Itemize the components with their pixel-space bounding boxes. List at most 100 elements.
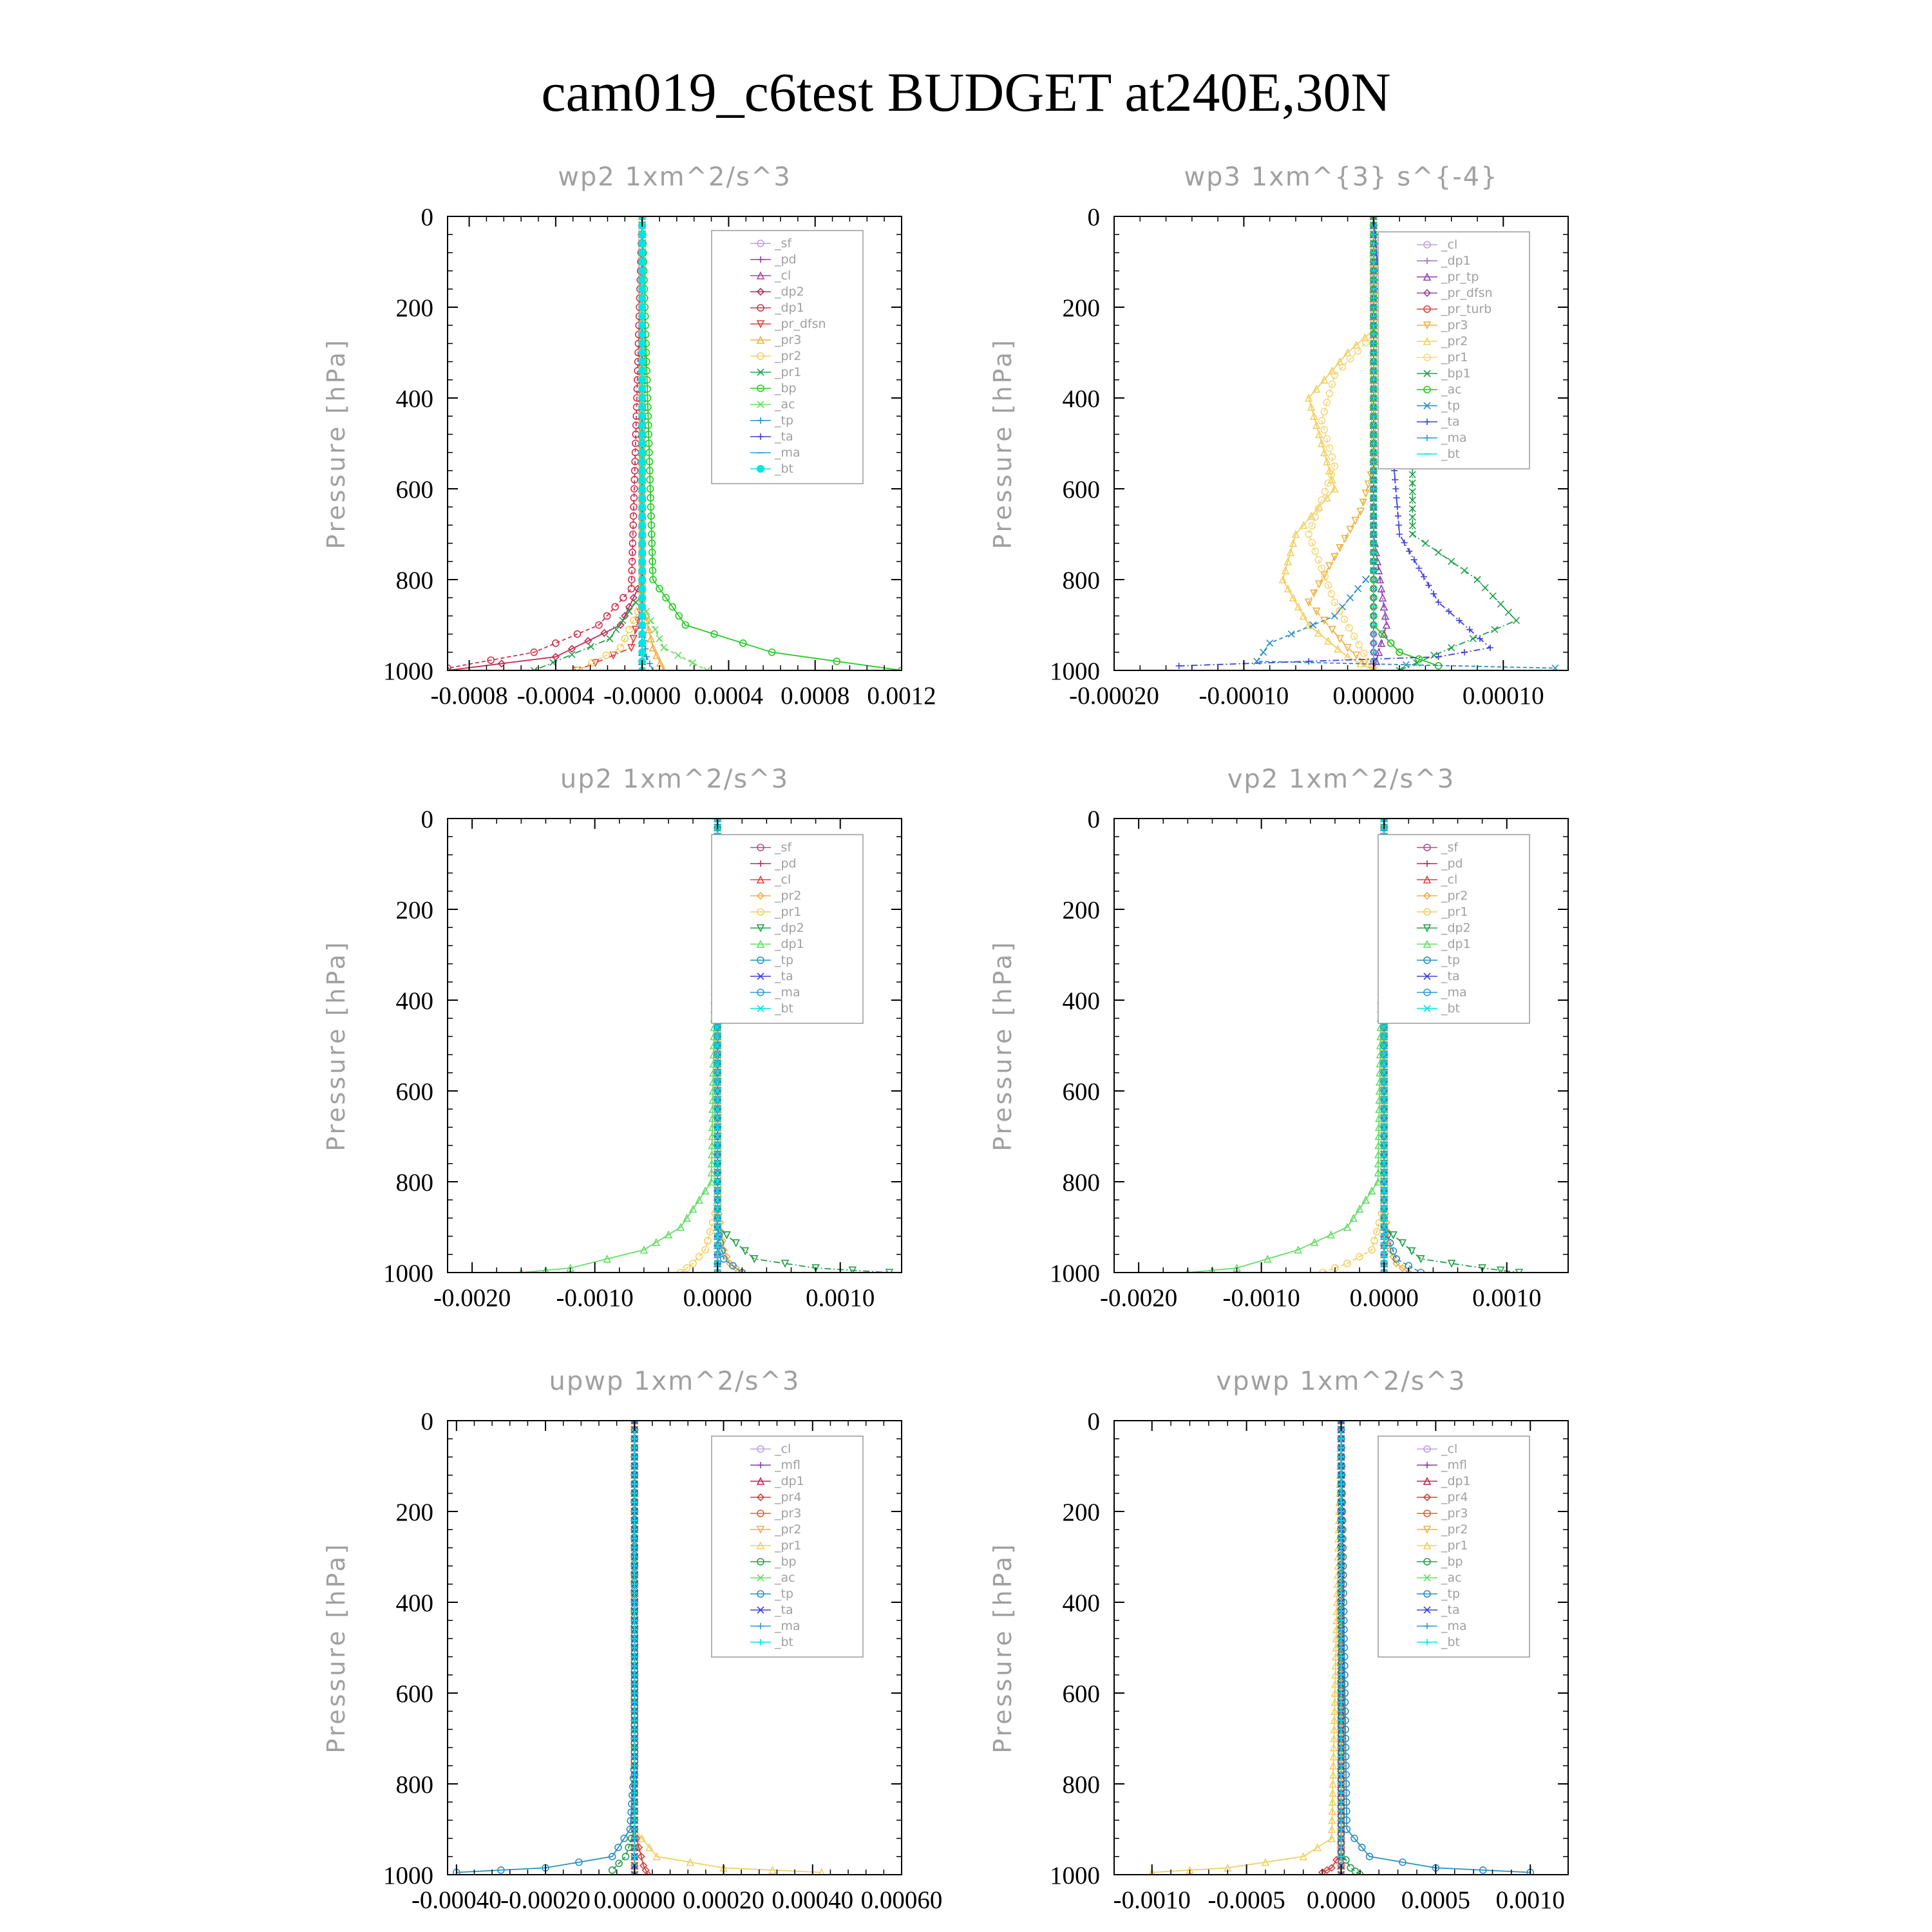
data-point (714, 1132, 721, 1141)
data-point (1374, 1168, 1383, 1177)
legend-entry: _dp1 (1441, 1474, 1471, 1488)
data-point (1345, 624, 1353, 632)
data-point (631, 1535, 638, 1542)
data-point (629, 539, 637, 547)
data-point (638, 512, 647, 520)
data-point (628, 567, 636, 574)
data-point (1408, 522, 1416, 529)
data-point (714, 1105, 721, 1113)
data-point (638, 294, 647, 302)
x-tick-label: -0.0020 (1100, 1284, 1177, 1312)
data-point (708, 1150, 716, 1159)
y-tick-label: 1000 (1050, 1260, 1100, 1287)
legend-entry: _ac (774, 397, 795, 412)
data-point (638, 276, 647, 284)
legend-entry: _pr1 (1441, 905, 1468, 919)
data-point (631, 1499, 638, 1506)
data-point (714, 819, 721, 822)
data-point (1328, 1815, 1336, 1824)
data-point (689, 1260, 697, 1267)
data-point (818, 1868, 825, 1875)
data-point (1338, 603, 1347, 611)
data-point (1305, 658, 1312, 665)
legend-marker (1424, 1639, 1430, 1645)
x-tick-label: 0.0010 (806, 1284, 875, 1312)
data-point (1380, 1041, 1388, 1050)
panel-1: wp2 1xm^2/s^3 Pressure [hPa] -0.0008 -0.000… (322, 162, 936, 710)
y-axis-label: Pressure [hPa] (322, 1542, 350, 1754)
legend-marker (1423, 844, 1431, 851)
data-point (1331, 553, 1339, 562)
legend-entry: _pr_turb (1441, 302, 1492, 316)
data-point (714, 1105, 721, 1113)
data-point (1396, 531, 1403, 538)
data-point (595, 621, 603, 629)
data-point (1321, 573, 1329, 581)
data-point (1329, 1770, 1338, 1779)
legend: _sf _pd _cl _pr2 _pr1 _dp2 _dp1 _tp _ta _ma _bt (711, 834, 864, 1024)
data-point (714, 1041, 721, 1050)
data-point (611, 603, 619, 611)
data-point (1394, 504, 1401, 511)
y-tick-label: 600 (1063, 1680, 1101, 1708)
data-point (1380, 1205, 1388, 1213)
data-point (703, 667, 711, 670)
data-point (631, 1753, 638, 1760)
data-point (638, 457, 647, 466)
data-point (1380, 1223, 1388, 1231)
data-point (1328, 1797, 1337, 1806)
series-line-dp1 (1188, 819, 1385, 1273)
data-point (1330, 1707, 1339, 1715)
data-point (646, 485, 654, 493)
data-point (1380, 1069, 1388, 1077)
legend-marker (1423, 1606, 1431, 1614)
data-point (638, 403, 647, 412)
data-point (714, 1069, 721, 1077)
data-point (1331, 1652, 1340, 1661)
data-point (1396, 648, 1403, 656)
data-point (646, 660, 653, 667)
data-point (1329, 1788, 1337, 1797)
legend-entry: _sf (774, 236, 792, 251)
legend-marker (756, 287, 765, 296)
series-line-pr2 (1282, 329, 1374, 670)
data-point (714, 1041, 721, 1050)
data-point (631, 1735, 638, 1742)
legend-entry: _pr4 (1441, 1490, 1468, 1504)
data-point (1338, 1817, 1345, 1824)
data-point (1320, 408, 1329, 415)
data-point (1421, 540, 1429, 547)
panel-4: vp2 1xm^2/s^3 Pressure [hPa] -0.0020 -0.001… (989, 764, 1569, 1312)
data-point (638, 258, 647, 266)
data-point (638, 394, 647, 402)
data-point (631, 1708, 638, 1715)
data-point (1435, 653, 1442, 660)
data-point (1328, 381, 1336, 388)
data-point (1318, 496, 1326, 504)
data-point (631, 1799, 638, 1806)
data-point (619, 616, 627, 625)
data-point (1359, 498, 1368, 507)
data-point (631, 1517, 638, 1524)
data-point (1338, 1444, 1345, 1452)
data-point (647, 494, 654, 502)
data-point (677, 1269, 685, 1273)
data-point (714, 1069, 721, 1077)
data-point (1349, 1213, 1358, 1222)
data-point (1314, 505, 1323, 513)
data-point (1380, 1069, 1388, 1077)
legend-marker (757, 384, 764, 392)
data-point (1287, 630, 1295, 638)
y-tick-label: 800 (396, 567, 434, 594)
legend-marker (1423, 940, 1432, 948)
data-point (1340, 615, 1349, 623)
data-point (1406, 547, 1413, 554)
data-point (638, 539, 647, 547)
data-point (1358, 1843, 1366, 1852)
legend-entry: _dp1 (1441, 254, 1471, 268)
data-point (631, 1472, 638, 1479)
data-point (1323, 435, 1331, 443)
data-point (649, 643, 658, 652)
y-tick-label: 600 (396, 1078, 434, 1106)
data-point (629, 521, 638, 529)
